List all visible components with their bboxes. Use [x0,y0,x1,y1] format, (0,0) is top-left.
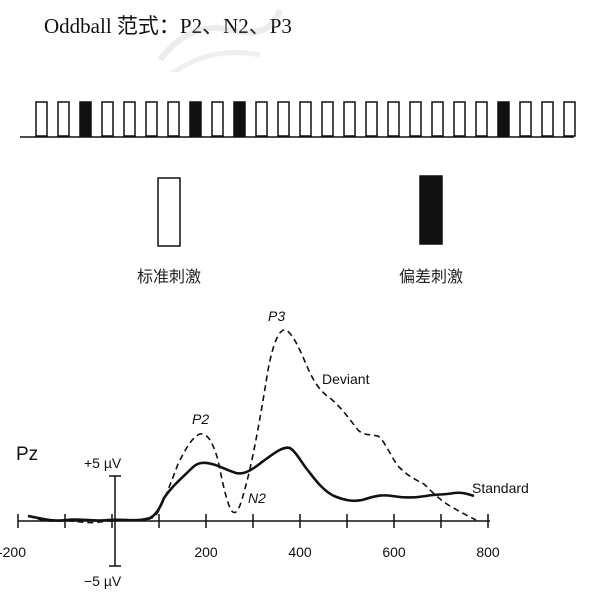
deviant-stimulus-icon [419,175,443,245]
electrode-label: Pz [16,444,38,465]
standard-stimulus-mark [123,101,136,137]
stimulus-panel: 标准刺激 偏差刺激 [0,72,594,298]
deviant-stimulus-mark [233,101,246,137]
standard-stimulus-mark [519,101,532,137]
standard-stimulus-mark [343,101,356,137]
x-tick-label: 600 [382,544,406,560]
p3-peak-label: P3 [268,308,285,324]
standard-stimulus-mark [101,101,114,137]
standard-series-label: Standard [472,480,529,496]
time-axis-ticks [17,514,489,528]
standard-stimulus-label: 标准刺激 [137,268,201,286]
standard-stimulus-mark [321,101,334,137]
x-tick-label: 400 [288,544,312,560]
p2-peak-label: P2 [192,411,209,427]
erp-waveform-plot: +5 µV −5 µV Pz -200 200 400 600 800 P3 P… [0,308,529,589]
standard-stimulus-mark [475,101,488,137]
x-tick-label: 800 [476,544,500,560]
standard-stimulus-mark [277,101,290,137]
standard-stimulus-mark [145,101,158,137]
standard-stimulus-mark [167,101,180,137]
standard-stimulus-mark [35,101,48,137]
scale-plus-label: +5 µV [84,455,122,471]
deviant-stimulus-mark [189,101,202,137]
stimulus-diagram: 标准刺激 偏差刺激 [20,101,576,286]
standard-stimulus-mark [299,101,312,137]
standard-stimulus-mark [57,101,70,137]
deviant-stimulus-mark [79,101,92,137]
standard-waveform [27,446,475,522]
standard-stimulus-mark [387,101,400,137]
standard-stimulus-mark [365,101,378,137]
page-title: Oddball 范式：P2、N2、P3 [44,14,292,38]
standard-stimulus-mark [541,101,554,137]
watermark-stamp [157,8,283,78]
standard-stimulus-mark [431,101,444,137]
standard-stimulus-mark [255,101,268,137]
n2-peak-label: N2 [248,490,266,506]
deviant-stimulus-label: 偏差刺激 [399,268,463,286]
scale-minus-label: −5 µV [84,573,122,589]
erp-panel: +5 µV −5 µV Pz -200 200 400 600 800 P3 P… [0,300,594,594]
deviant-stimulus-mark [497,101,510,137]
stimulus-sequence [35,101,576,137]
standard-stimulus-mark [409,101,422,137]
standard-stimulus-mark [211,101,224,137]
standard-stimulus-mark [453,101,466,137]
deviant-series-label: Deviant [322,371,370,387]
x-tick-label: -200 [0,544,26,560]
x-tick-label: 200 [194,544,218,560]
standard-stimulus-mark [563,101,576,137]
standard-stimulus-icon [157,177,181,247]
